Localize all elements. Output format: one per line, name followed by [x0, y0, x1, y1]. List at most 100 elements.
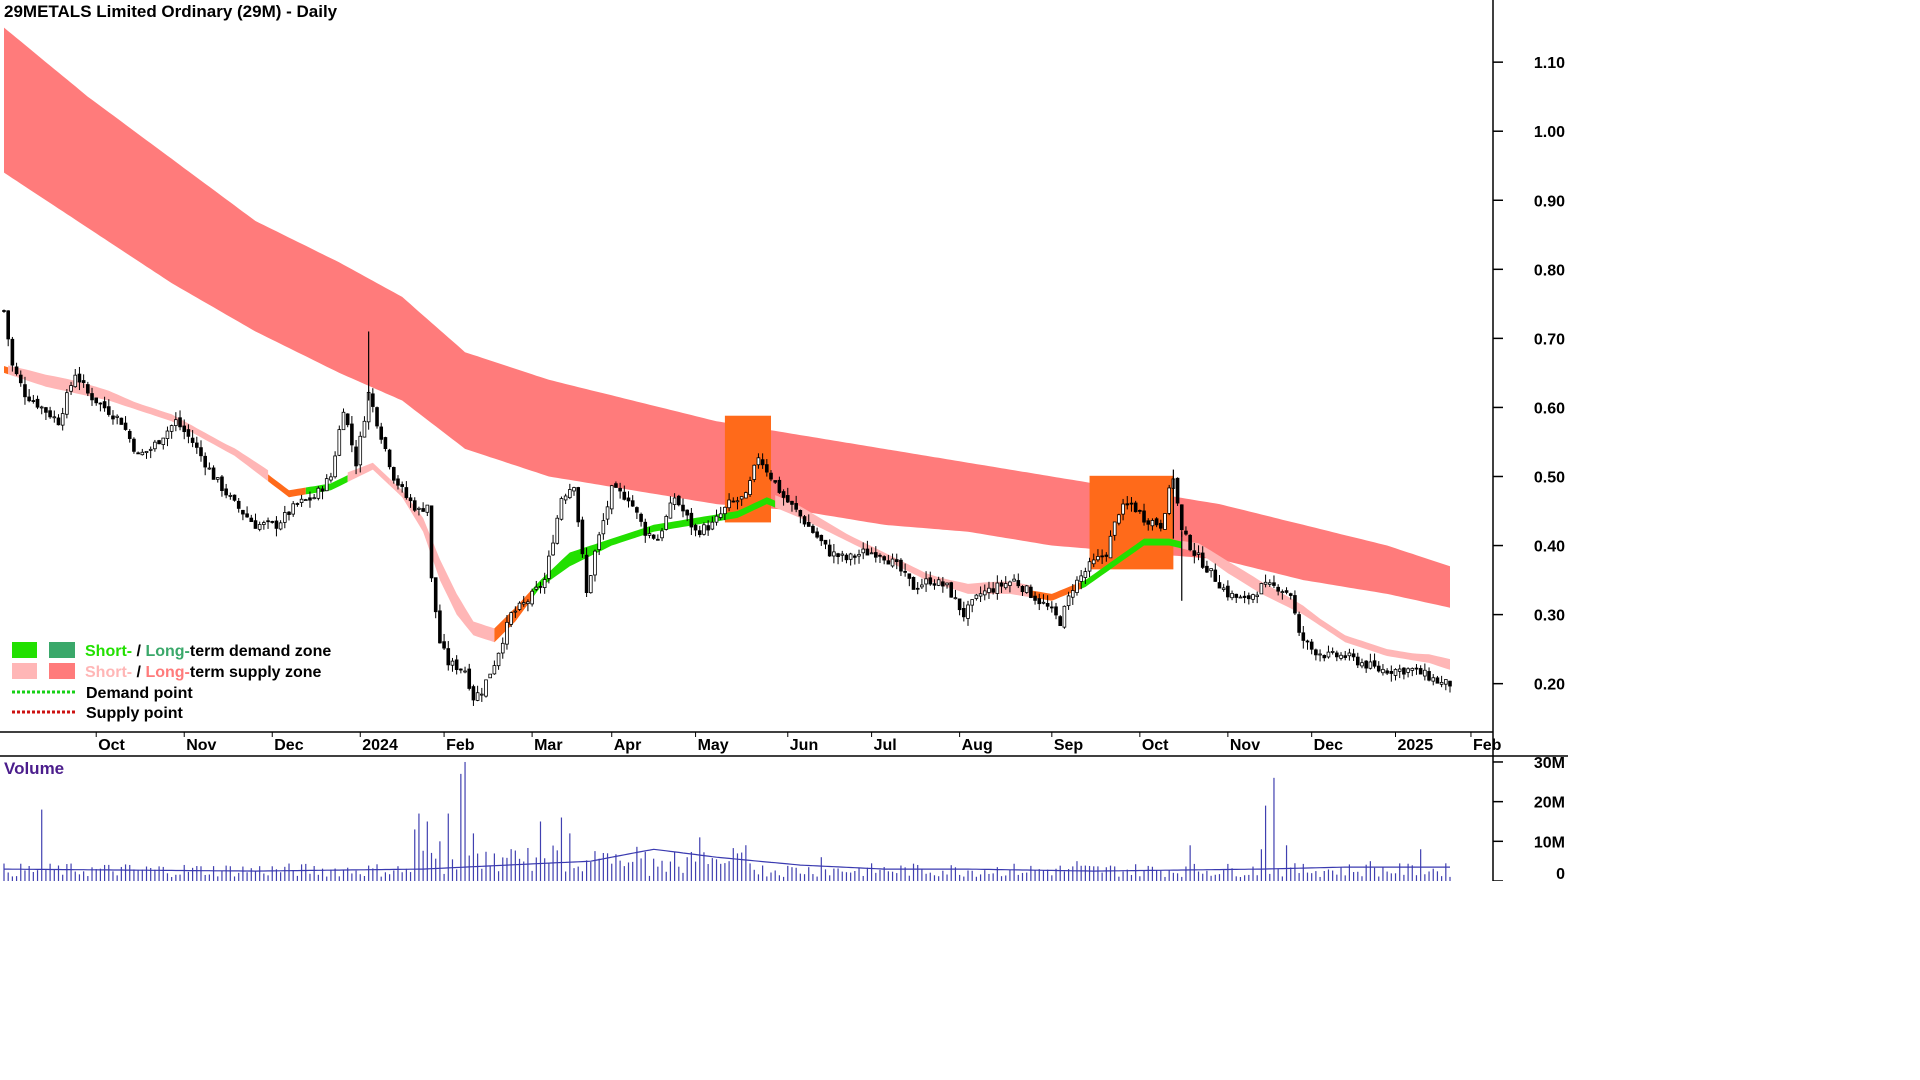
- candle: [693, 523, 698, 537]
- candle-body: [832, 551, 836, 557]
- candle: [1406, 667, 1410, 678]
- candle: [1410, 667, 1415, 677]
- candle-body: [1167, 487, 1171, 514]
- candle: [576, 486, 581, 527]
- candle: [1087, 557, 1092, 578]
- time-tick-label: Oct: [98, 737, 125, 754]
- candle-body: [1133, 502, 1138, 513]
- candle-body: [1297, 614, 1301, 633]
- candle-body: [341, 411, 346, 431]
- candle-body: [65, 392, 69, 415]
- candle-body: [1058, 616, 1063, 627]
- candle-body: [614, 483, 618, 488]
- legend-demand-long-label: Long-: [145, 643, 189, 660]
- candle-body: [412, 500, 417, 511]
- short-term-zone-segment-12: [1081, 538, 1182, 589]
- candle-body: [794, 503, 798, 510]
- candle-body: [1335, 652, 1339, 658]
- time-tick-label: Nov: [186, 737, 216, 754]
- candle: [480, 687, 484, 702]
- candle: [865, 540, 870, 556]
- candle-body: [597, 534, 601, 550]
- candle-body: [647, 533, 652, 536]
- candle-body: [1339, 654, 1343, 659]
- candle-body: [1305, 640, 1310, 643]
- candle: [827, 539, 832, 557]
- candle-body: [781, 491, 786, 498]
- candle-body: [119, 417, 124, 425]
- candle-body: [899, 559, 903, 572]
- candle-body: [31, 400, 36, 402]
- candle: [924, 571, 928, 592]
- candle: [635, 506, 639, 519]
- candle: [1297, 611, 1301, 637]
- candle: [806, 514, 811, 527]
- candle-body: [1037, 598, 1042, 605]
- legend-demand-point: Demand point: [86, 685, 193, 702]
- candle: [1263, 574, 1268, 588]
- candle: [86, 381, 90, 397]
- candle: [601, 513, 606, 540]
- candle: [1217, 575, 1222, 589]
- time-tick-label: Dec: [1314, 737, 1343, 754]
- candle-body: [115, 415, 119, 418]
- candle: [119, 417, 124, 425]
- candle: [1448, 680, 1452, 693]
- candle-body: [320, 488, 325, 492]
- candle-body: [1192, 550, 1197, 556]
- candle: [781, 489, 786, 506]
- candle: [81, 374, 86, 388]
- candle: [31, 394, 36, 404]
- candle: [1439, 675, 1444, 688]
- candle-body: [454, 659, 459, 670]
- candle-body: [593, 550, 597, 576]
- candle: [660, 527, 664, 542]
- candle: [136, 451, 140, 455]
- candle: [287, 511, 291, 521]
- candle: [941, 576, 945, 593]
- legend-long-demand-swatch: [49, 642, 75, 658]
- candle: [848, 552, 853, 566]
- candle-body: [978, 593, 983, 597]
- time-tick-label: Mar: [534, 737, 562, 754]
- candle: [241, 509, 245, 521]
- candle-body: [144, 450, 149, 454]
- candle-body: [1427, 671, 1431, 681]
- time-tick-label: 2025: [1398, 737, 1434, 754]
- candle: [819, 534, 824, 546]
- candle: [890, 553, 895, 568]
- candle-body: [513, 610, 518, 613]
- candle: [203, 452, 207, 476]
- candle-body: [199, 447, 203, 457]
- candle: [521, 595, 526, 607]
- candle: [1259, 582, 1264, 595]
- candle: [1444, 679, 1448, 691]
- candle: [1129, 497, 1134, 512]
- candle-body: [668, 502, 673, 519]
- legend-supply-short-label: Short-: [85, 664, 132, 681]
- candle-body: [215, 477, 220, 480]
- candle: [39, 405, 44, 415]
- candle: [894, 553, 899, 570]
- candle-body: [442, 641, 446, 649]
- candle-body: [161, 437, 166, 445]
- candle-body: [1188, 534, 1192, 551]
- candle-body: [1050, 606, 1054, 609]
- price-tick-label: 0.50: [1534, 469, 1565, 486]
- candle: [299, 494, 304, 507]
- candle-body: [1431, 677, 1436, 682]
- candle-body: [869, 552, 874, 555]
- candle: [681, 498, 685, 518]
- candle-body: [224, 488, 228, 496]
- candle-body: [1393, 669, 1398, 676]
- candle: [1339, 652, 1343, 661]
- candle: [882, 555, 886, 565]
- candle: [23, 376, 27, 405]
- candle-body: [102, 401, 107, 409]
- candle-body: [1041, 601, 1046, 604]
- candle-body: [651, 534, 656, 539]
- candle: [1251, 593, 1255, 603]
- candle: [1192, 542, 1197, 564]
- candle: [1309, 639, 1314, 655]
- candle-body: [945, 582, 949, 586]
